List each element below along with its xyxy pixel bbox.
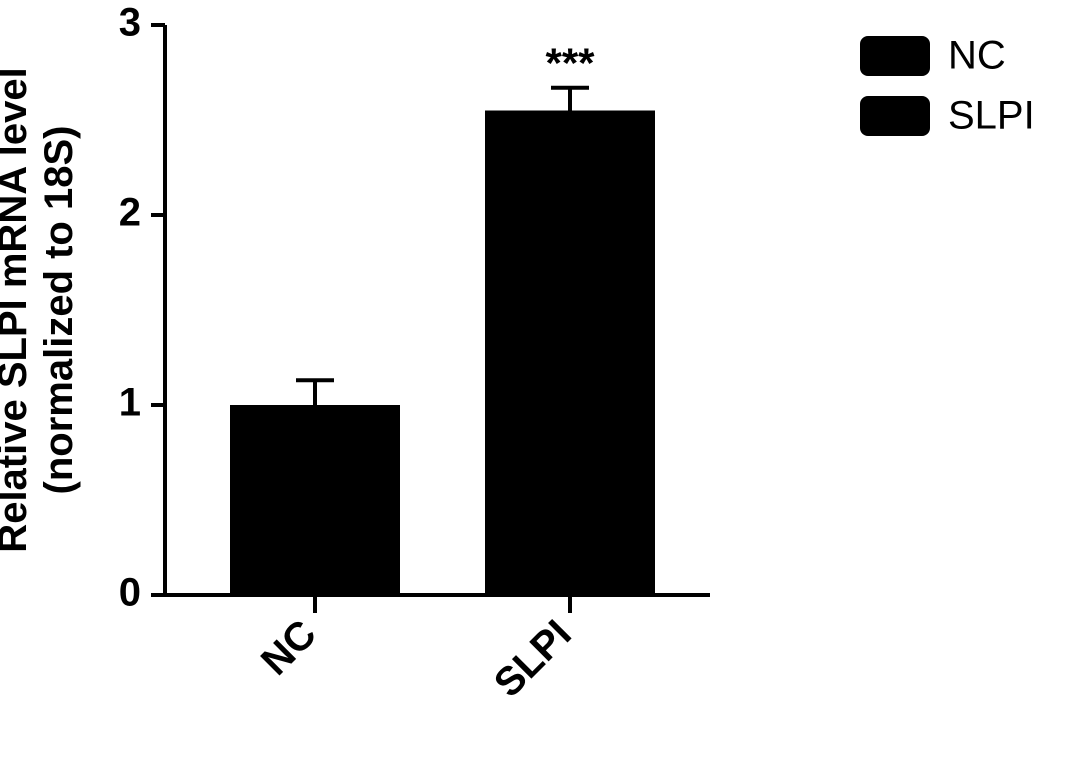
bar (485, 111, 655, 596)
svg-text:(normalized to 18S): (normalized to 18S) (37, 126, 81, 495)
bar-chart: 0 1 2 3 Relative SLPI mRNA level(normalized … (0, 0, 1089, 763)
y-tick-label: 1 (119, 381, 141, 425)
bar (230, 405, 400, 595)
y-axis-title: Relative SLPI mRNA level(normalized to 1… (0, 67, 81, 552)
legend-label: SLPI (948, 94, 1035, 138)
significance-annotation: *** (545, 40, 595, 87)
x-tick-label: SLPI (486, 612, 580, 706)
y-tick-label: 2 (119, 191, 141, 235)
y-tick-label: 0 (119, 571, 141, 615)
legend-label: NC (948, 34, 1006, 78)
legend-swatch (860, 36, 930, 76)
svg-text:Relative SLPI mRNA level: Relative SLPI mRNA level (0, 67, 35, 552)
x-tick-label: NC (253, 612, 325, 684)
y-tick-label: 3 (119, 1, 141, 45)
legend-swatch (860, 96, 930, 136)
